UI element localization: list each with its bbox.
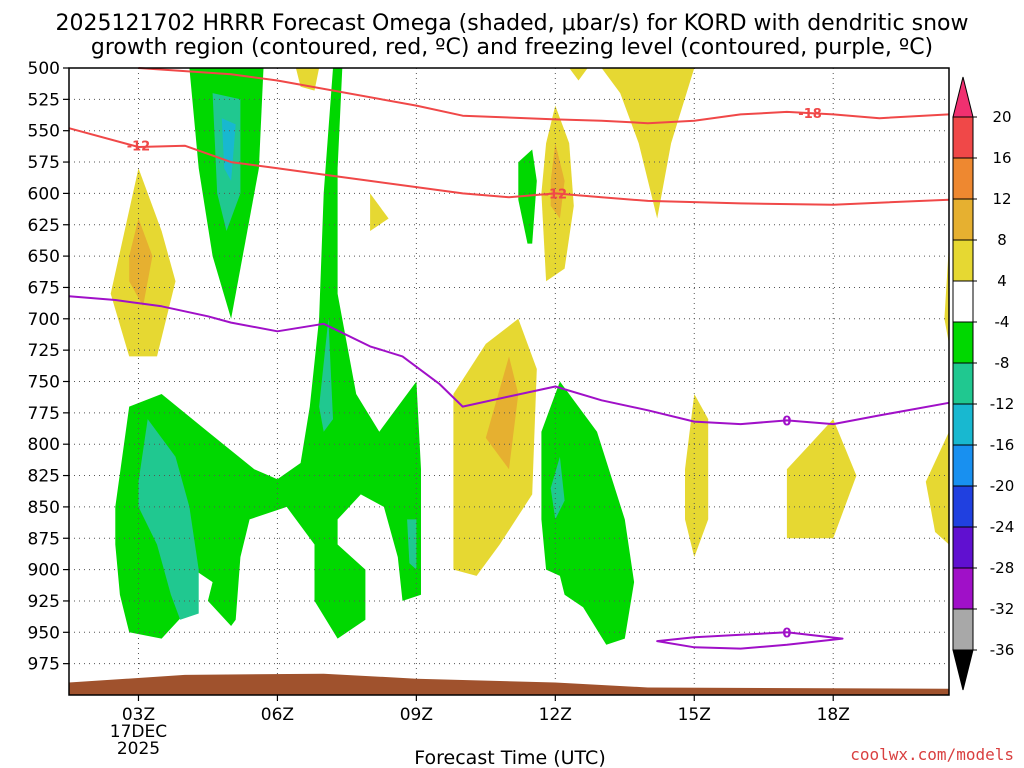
x-tick-label-9: 09Z [400, 705, 433, 725]
y-tick-label-850: 850 [28, 498, 60, 518]
y-tick-label-700: 700 [28, 310, 60, 330]
colorbar-bin-6 [952, 321, 974, 364]
contour-label-freezing-level-surface: 0 [782, 626, 791, 641]
omega-neg-8-b [138, 419, 199, 620]
chart-title-line-1: 2025121702 HRRR Forecast Omega (shaded, … [56, 11, 969, 36]
colorbar-label-3: 8 [997, 231, 1007, 249]
omega-pos-4-h [685, 394, 709, 558]
contour-label-dgz-minus18: -18 [798, 107, 822, 122]
colorbar-label-11: -28 [990, 559, 1015, 577]
y-tick-label-600: 600 [28, 184, 60, 204]
chart-title-line-2: growth region (contoured, red, ºC) and f… [91, 35, 933, 60]
omega-shading [110, 68, 949, 645]
omega-pos-4-c [370, 193, 389, 231]
y-tick-label-825: 825 [28, 467, 60, 487]
colorbar-bin-5 [952, 280, 974, 323]
contour-label-freezing-level: 0 [782, 414, 791, 429]
y-tick-label-900: 900 [28, 561, 60, 581]
colorbar-label-9: -20 [990, 477, 1015, 495]
colorbar-bin-8 [952, 403, 974, 446]
x-tick-label-15: 15Z [678, 705, 711, 725]
colorbar-bin-13 [952, 608, 974, 651]
omega-pos-4-f [601, 68, 695, 219]
omega-neg-8-d [407, 519, 417, 570]
omega-pos-8-a [129, 218, 153, 307]
colorbar-cap-top [952, 76, 974, 118]
colorbar-label-2: 12 [992, 190, 1011, 208]
y-tick-label-925: 925 [28, 592, 60, 612]
omega-pos-4-g [569, 68, 588, 81]
colorbar-bin-10 [952, 485, 974, 528]
x-date-label: 17DEC [110, 722, 167, 742]
contour-label-dgz-minus12: -12 [127, 140, 151, 155]
contour-label-dgz-minus12: -12 [544, 187, 568, 202]
colorbar-label-13: -36 [990, 641, 1015, 659]
colorbar-label-7: -12 [990, 395, 1015, 413]
omega-pos-8-d [485, 356, 519, 470]
omega-pos-4-k [944, 243, 949, 344]
colorbar-bin-1 [952, 116, 974, 159]
y-tick-label-725: 725 [28, 341, 60, 361]
colorbar-cap-bottom [952, 649, 974, 691]
colorbar-bin-9 [952, 444, 974, 487]
y-tick-label-975: 975 [28, 655, 60, 675]
colorbar-bin-3 [952, 198, 974, 241]
y-tick-label-525: 525 [28, 90, 60, 110]
colorbar-label-4: 4 [997, 272, 1007, 290]
contour-lines: -18 -12 -12 0 0 [68, 67, 950, 650]
omega-pos-4-j [925, 431, 949, 545]
terrain-layer [69, 673, 949, 695]
y-tick-label-675: 675 [28, 278, 60, 298]
y-tick-label-550: 550 [28, 122, 60, 142]
x-axis-label: Forecast Time (UTC) [414, 747, 605, 768]
x-tick-label-6: 06Z [261, 705, 294, 725]
y-tick-label-950: 950 [28, 623, 60, 643]
surface-terrain [69, 673, 949, 695]
x-tick-label-12: 12Z [539, 705, 572, 725]
omega-neg-4-d [541, 381, 635, 645]
omega-neg-4-b [115, 68, 422, 639]
colorbar-label-6: -8 [995, 354, 1010, 372]
colorbar-label-12: -32 [990, 600, 1015, 618]
colorbar-label-10: -24 [990, 518, 1015, 536]
omega-neg-8-e [550, 456, 565, 520]
y-tick-label-750: 750 [28, 373, 60, 393]
x-tick-label-18: 18Z [817, 705, 850, 725]
y-tick-label-650: 650 [28, 247, 60, 267]
y-tick-label-575: 575 [28, 153, 60, 173]
freezing-level-surface [656, 631, 844, 650]
omega-pos-4-i [786, 419, 857, 539]
x-year-label: 2025 [117, 739, 160, 759]
dgz-minus12 [68, 127, 950, 206]
colorbar-bin-7 [952, 362, 974, 405]
colorbar-bin-4 [952, 239, 974, 282]
omega-neg-8-c [319, 318, 333, 432]
freezing-level [68, 295, 950, 426]
x-tick-label-3: 03Z [122, 705, 155, 725]
y-tick-label-800: 800 [28, 435, 60, 455]
colorbar-label-0: 20 [992, 108, 1011, 126]
credit-text: coolwx.com/models [850, 745, 1014, 764]
colorbar-bin-11 [952, 526, 974, 569]
colorbar: 20 16 12 8 4 -4 -8 -12 -16 -20 -24 -28 -32 -36 [952, 76, 1015, 691]
colorbar-label-1: 16 [992, 149, 1011, 167]
colorbar-label-5: -4 [995, 313, 1010, 331]
y-tick-label-775: 775 [28, 404, 60, 424]
y-tick-label-625: 625 [28, 216, 60, 236]
pressure-axis: 500 525 550 575 600 625 650 675 700 725 750 775 800 8… [28, 59, 69, 675]
y-tick-label-875: 875 [28, 529, 60, 549]
colorbar-bin-12 [952, 567, 974, 610]
dgz-minus18 [138, 67, 950, 125]
omega-neg-12-a [221, 118, 236, 181]
y-tick-label-500: 500 [28, 59, 60, 79]
colorbar-label-8: -16 [990, 436, 1015, 454]
colorbar-bin-2 [952, 157, 974, 200]
